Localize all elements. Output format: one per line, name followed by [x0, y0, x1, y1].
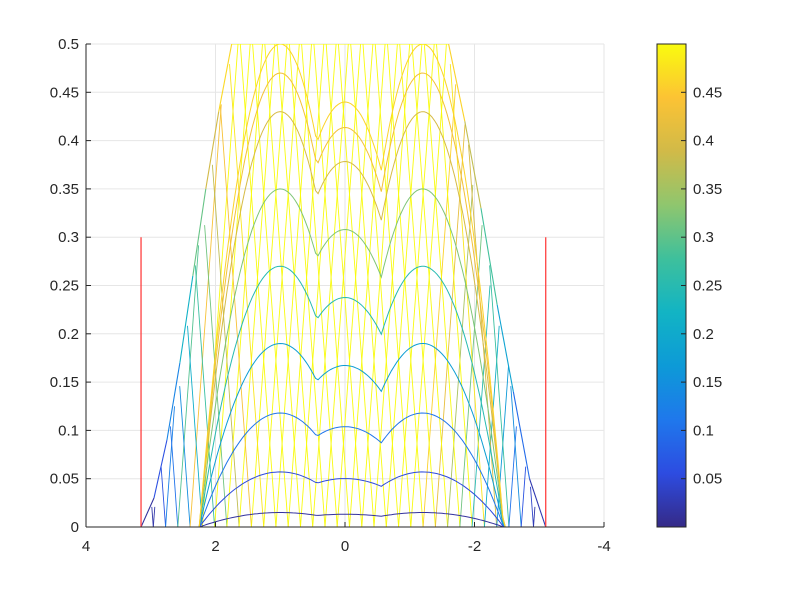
mesh-line — [423, 44, 461, 527]
mesh-contour-line — [141, 265, 546, 527]
mesh-outline-segment — [205, 111, 220, 189]
y-tick-label: 0.1 — [58, 422, 79, 439]
mesh-contour-line — [141, 111, 546, 527]
mesh-line — [362, 44, 400, 527]
x-tick-label: -4 — [597, 538, 610, 555]
mesh-outline-segment — [464, 121, 482, 209]
mesh-line — [350, 44, 387, 527]
mesh-line — [374, 44, 412, 527]
mesh-contour-line — [141, 342, 546, 527]
mesh-line — [489, 265, 510, 527]
y-tick-label: 0.45 — [50, 84, 79, 101]
mesh-outline-segment — [192, 188, 207, 276]
mesh-outline-segment — [140, 497, 155, 527]
mesh-contour-line — [141, 188, 546, 527]
x-axis-ticks: 4 2 0 -2 -4 — [82, 522, 611, 555]
reference-lines — [140, 237, 547, 527]
colorbar-tick-label: 0.3 — [693, 229, 714, 246]
mesh-line — [165, 406, 175, 527]
mesh-line — [194, 265, 216, 527]
mesh-contour-line — [141, 512, 546, 527]
mesh-line — [169, 426, 179, 527]
mesh-line — [151, 506, 154, 527]
mesh-line — [313, 44, 350, 527]
mesh-line — [288, 44, 326, 527]
y-tick-label: 0.2 — [58, 326, 79, 343]
mesh-line — [252, 44, 289, 527]
mesh-line — [411, 44, 449, 527]
colorbar: 0.05 0.1 0.15 0.2 0.25 0.3 0.35 0.4 0.45 — [656, 43, 722, 528]
colorbar-tick-label: 0.25 — [693, 278, 722, 295]
mesh-line — [152, 506, 156, 527]
mesh-line — [471, 285, 491, 527]
mesh-contour-line — [141, 471, 546, 527]
colorbar-tick-label: 0.4 — [693, 133, 714, 150]
colorbar-tick-label: 0.05 — [693, 471, 722, 488]
x-tick-label: 4 — [82, 538, 90, 555]
colorbar-tick-label: 0.2 — [693, 326, 714, 343]
mesh-line — [179, 386, 191, 527]
mesh-line — [219, 104, 252, 527]
mesh-line — [510, 386, 522, 527]
x-tick-label: 2 — [211, 538, 219, 555]
y-tick-label: 0.35 — [50, 181, 79, 198]
mesh-line — [177, 245, 200, 527]
mesh-line — [264, 44, 301, 527]
mesh-outline-segment — [448, 44, 466, 122]
y-tick-label: 0.25 — [50, 278, 79, 295]
x-tick-label: -2 — [468, 538, 481, 555]
surface-mesh — [140, 44, 547, 527]
colorbar-tick-label: 0.45 — [693, 84, 722, 101]
mesh-line — [337, 44, 375, 527]
mesh-line — [187, 325, 203, 527]
y-tick-label: 0.5 — [58, 36, 79, 53]
mesh-line — [160, 466, 167, 527]
mesh-line — [387, 44, 424, 527]
mesh-line — [211, 164, 240, 527]
mesh-line — [447, 184, 474, 527]
x-tick-label: 0 — [341, 538, 349, 555]
mesh-outline-segment — [166, 362, 181, 441]
colorbar-tick-label: 0.15 — [693, 374, 722, 391]
mesh-line — [276, 44, 314, 527]
mesh-outline-segment — [512, 391, 531, 479]
mesh-outline-segment — [153, 439, 168, 499]
mesh-contour-line — [141, 412, 546, 527]
mesh-line — [229, 64, 265, 527]
mesh-line — [530, 486, 534, 527]
mesh-line — [325, 44, 363, 527]
mesh-contour-line — [141, 44, 546, 527]
mesh-line — [399, 44, 436, 527]
mesh-contour-line — [141, 72, 546, 527]
y-tick-label: 0.4 — [58, 133, 79, 150]
mesh-outline-segment — [496, 304, 514, 392]
mesh-line — [533, 506, 536, 527]
mesh-outline-segment — [218, 44, 233, 112]
colorbar-tick-label: 0.35 — [693, 181, 722, 198]
y-tick-label: 0.15 — [50, 374, 79, 391]
mesh-line — [189, 104, 222, 527]
mesh-line — [449, 64, 485, 527]
mesh-line — [520, 466, 527, 527]
y-axis-ticks: 0 0.05 0.1 0.15 0.2 0.25 0.3 0.35 0.4 0.45 0.5 — [50, 36, 91, 536]
mesh-line — [422, 84, 457, 527]
mesh-outline-segment — [179, 275, 194, 363]
mesh-outline-segment — [480, 208, 498, 305]
y-tick-label: 0.05 — [50, 471, 79, 488]
colorbar-tick-label: 0.1 — [693, 422, 714, 439]
mesh-outline-segment — [529, 478, 547, 527]
y-tick-label: 0.3 — [58, 229, 79, 246]
y-tick-label: 0 — [71, 519, 79, 536]
